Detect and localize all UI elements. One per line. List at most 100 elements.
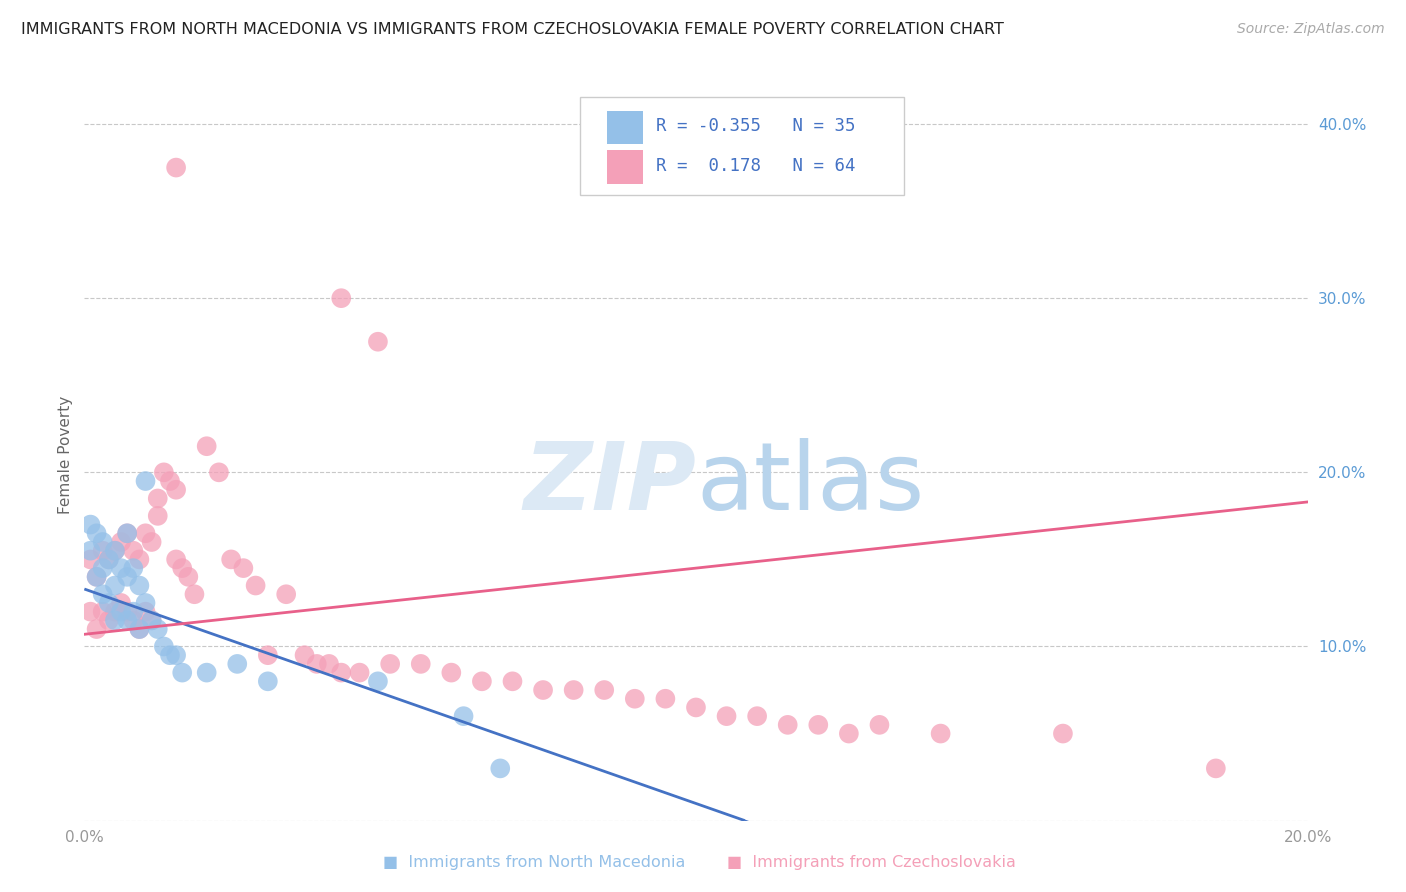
Point [122, 561, 145, 575]
Point [97, 613, 120, 627]
Point [128, 552, 150, 566]
Text: ■  Immigrants from Czechoslovakia: ■ Immigrants from Czechoslovakia [727, 855, 1017, 870]
Point [141, 613, 163, 627]
Point [440, 665, 463, 680]
Point [122, 543, 145, 558]
Point [330, 665, 353, 680]
Text: R = -0.355   N = 35: R = -0.355 N = 35 [655, 117, 855, 135]
Point [104, 613, 127, 627]
Point [104, 543, 127, 558]
Point [219, 552, 242, 566]
Point [122, 613, 145, 627]
Point [110, 535, 132, 549]
Point [91, 587, 114, 601]
Point [165, 648, 187, 663]
Point [135, 605, 157, 619]
Point [208, 466, 231, 480]
Point [128, 622, 150, 636]
Point [110, 561, 132, 575]
Point [79, 517, 101, 532]
Point [593, 683, 616, 698]
Point [409, 657, 432, 671]
Point [195, 439, 218, 453]
Point [128, 578, 150, 592]
Point [128, 622, 150, 636]
Point [172, 665, 194, 680]
Text: ■  Immigrants from North Macedonia: ■ Immigrants from North Macedonia [382, 855, 686, 870]
Point [165, 552, 187, 566]
Point [79, 543, 101, 558]
Point [838, 726, 860, 740]
Point [367, 334, 389, 349]
Point [97, 596, 120, 610]
FancyBboxPatch shape [579, 96, 904, 195]
Point [79, 552, 101, 566]
Point [86, 622, 108, 636]
Point [453, 709, 475, 723]
Point [276, 587, 298, 601]
Point [654, 691, 676, 706]
Point [318, 657, 340, 671]
Point [79, 605, 101, 619]
Point [305, 657, 328, 671]
Point [135, 474, 157, 488]
Point [257, 648, 280, 663]
Text: atlas: atlas [696, 438, 924, 530]
Point [869, 718, 891, 732]
Point [1205, 761, 1227, 775]
Point [115, 570, 138, 584]
Text: Source: ZipAtlas.com: Source: ZipAtlas.com [1237, 22, 1385, 37]
Point [104, 578, 127, 592]
Point [135, 596, 157, 610]
Point [159, 474, 181, 488]
Point [624, 691, 647, 706]
Text: R =  0.178   N = 64: R = 0.178 N = 64 [655, 157, 855, 175]
Point [562, 683, 585, 698]
Point [110, 596, 132, 610]
Point [929, 726, 952, 740]
Point [380, 657, 402, 671]
Point [146, 491, 169, 506]
Y-axis label: Female Poverty: Female Poverty [58, 396, 73, 514]
Point [183, 587, 205, 601]
Point [776, 718, 799, 732]
Point [153, 640, 176, 654]
Point [195, 665, 218, 680]
Point [97, 552, 120, 566]
Point [146, 508, 169, 523]
Point [177, 570, 200, 584]
Point [97, 552, 120, 566]
Point [91, 543, 114, 558]
Point [91, 535, 114, 549]
Point [294, 648, 316, 663]
Point [1052, 726, 1074, 740]
Point [685, 700, 707, 714]
Point [141, 613, 163, 627]
Point [91, 605, 114, 619]
FancyBboxPatch shape [606, 111, 644, 145]
Point [110, 605, 132, 619]
Point [141, 535, 163, 549]
Point [172, 561, 194, 575]
Point [807, 718, 830, 732]
Text: ZIP: ZIP [523, 438, 696, 530]
Point [115, 526, 138, 541]
Text: IMMIGRANTS FROM NORTH MACEDONIA VS IMMIGRANTS FROM CZECHOSLOVAKIA FEMALE POVERTY: IMMIGRANTS FROM NORTH MACEDONIA VS IMMIG… [21, 22, 1004, 37]
Point [115, 613, 138, 627]
Point [502, 674, 524, 689]
Point [531, 683, 554, 698]
Point [489, 761, 512, 775]
Point [122, 605, 145, 619]
Point [86, 570, 108, 584]
Point [135, 526, 157, 541]
Point [349, 665, 371, 680]
Point [86, 570, 108, 584]
Point [159, 648, 181, 663]
Point [153, 466, 176, 480]
Point [367, 674, 389, 689]
Point [104, 543, 127, 558]
Point [257, 674, 280, 689]
Point [115, 526, 138, 541]
Point [86, 526, 108, 541]
Point [471, 674, 494, 689]
